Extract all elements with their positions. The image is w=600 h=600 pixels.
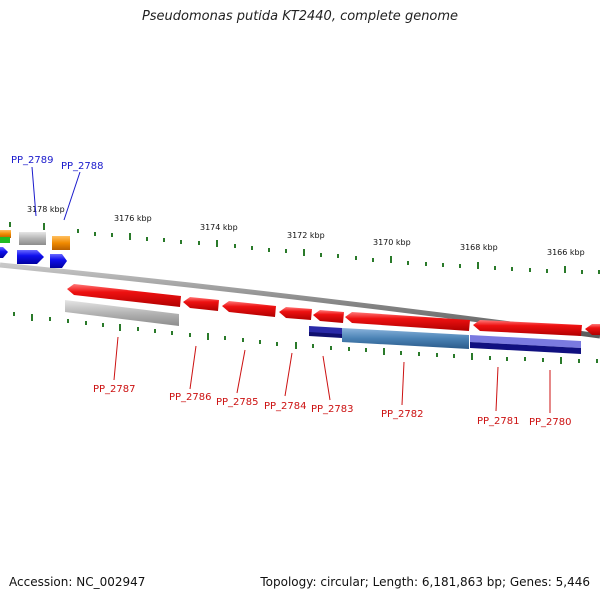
gene-label: PP_2789: [11, 155, 54, 166]
gene-blue-arrow-pp2789[interactable]: [17, 250, 44, 264]
gene-labels: PP_2789 PP_2788 PP_2787 PP_2786 PP_2785 …: [11, 155, 572, 428]
gene-label: PP_2780: [529, 417, 572, 428]
forward-strand-features: [0, 230, 70, 268]
scale-label: 3172 kbp: [287, 231, 325, 240]
upper-tick-row: [9, 222, 600, 274]
gene-label: PP_2788: [61, 161, 104, 172]
feature-grey-pp2787[interactable]: [65, 300, 179, 326]
scale-label: 3178 kbp: [27, 205, 65, 214]
gene-blue-arrow-pp2788[interactable]: [50, 254, 67, 268]
feature-navy-pp2783-lower[interactable]: [309, 332, 342, 338]
lower-tick-row: [13, 312, 598, 364]
gene-orange-pp2788[interactable]: [52, 236, 70, 250]
scale-label: 3176 kbp: [114, 214, 152, 223]
label-leaders: [31, 166, 551, 413]
feature-lightblue-pp2781[interactable]: [470, 335, 581, 348]
gene-blue-arrow-left[interactable]: [0, 247, 8, 258]
gene-pp2785[interactable]: [222, 301, 276, 317]
gene-label: PP_2782: [381, 409, 424, 420]
scale-label: 3174 kbp: [200, 223, 238, 232]
gene-pp2782[interactable]: [345, 312, 470, 331]
gene-label: PP_2784: [264, 401, 307, 412]
scale-labels: 3178 kbp 3176 kbp 3174 kbp 3172 kbp 3170…: [27, 205, 585, 257]
reverse-strand-genes: [67, 284, 600, 336]
inner-features: [65, 300, 581, 354]
gene-label: PP_2781: [477, 416, 520, 427]
scale-label: 3168 kbp: [460, 243, 498, 252]
gene-grey-pp2789[interactable]: [19, 232, 46, 245]
gene-label: PP_2785: [216, 397, 259, 408]
gene-pp2784[interactable]: [279, 307, 312, 320]
gene-label: PP_2786: [169, 392, 212, 403]
map-title: Pseudomonas putida KT2440, complete geno…: [141, 9, 459, 24]
gene-pp2787[interactable]: [67, 284, 181, 307]
gene-pp2786[interactable]: [183, 297, 219, 311]
scale-label: 3166 kbp: [547, 248, 585, 257]
gene-pp2781[interactable]: [473, 320, 582, 336]
scale-label: 3170 kbp: [373, 238, 411, 247]
gene-green-left[interactable]: [0, 237, 10, 243]
gene-orange-left[interactable]: [0, 230, 11, 238]
gene-label: PP_2783: [311, 404, 354, 415]
gene-pp2783[interactable]: [313, 310, 344, 323]
feature-navy-pp2781[interactable]: [470, 342, 581, 354]
accession-text: Accession: NC_002947: [9, 575, 146, 589]
topology-text: Topology: circular; Length: 6,181,863 bp…: [260, 575, 590, 589]
gene-label: PP_2787: [93, 384, 136, 395]
feature-steelblue-pp2782[interactable]: [342, 328, 469, 349]
gene-pp2780[interactable]: [585, 324, 600, 335]
